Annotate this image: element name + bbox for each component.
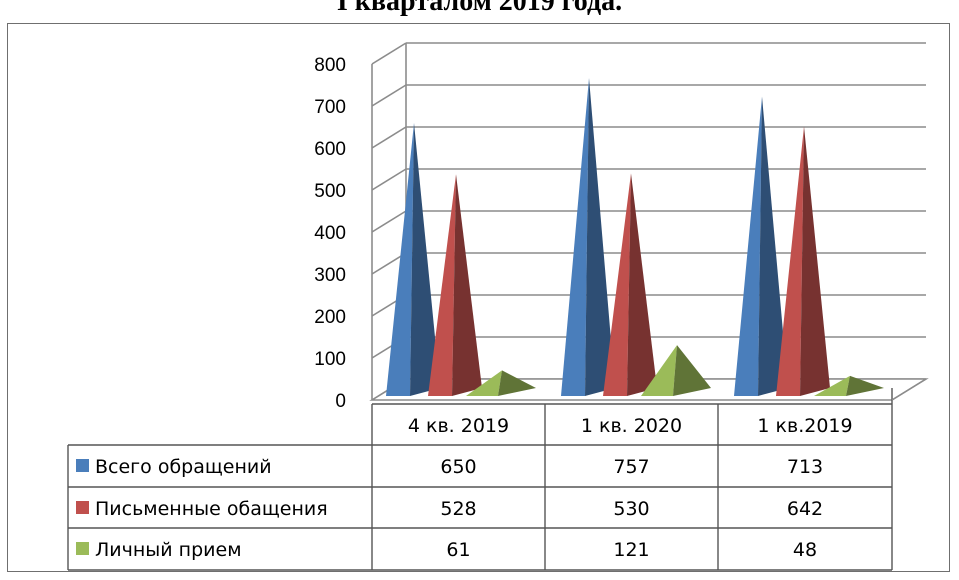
data-value-cell: 650: [440, 456, 476, 478]
data-value-cell: 48: [793, 539, 817, 561]
y-tick-label: 300: [314, 265, 346, 286]
category-label: 1 кв.2019: [757, 415, 852, 437]
data-value-cell: 530: [613, 498, 649, 520]
data-value-cell: 642: [787, 498, 823, 520]
data-value-cell: 61: [446, 539, 470, 561]
pyramid-bar: [561, 78, 589, 396]
y-tick-label: 800: [314, 55, 346, 76]
pyramid-bar: [776, 126, 804, 397]
y-tick-label: 0: [335, 391, 346, 412]
pyramid-bar-side: [800, 126, 830, 397]
pyramid-bar-side: [627, 173, 657, 396]
y-tick-label: 400: [314, 223, 346, 244]
pyramid-bar: [641, 345, 677, 396]
legend-swatch: [76, 542, 89, 555]
legend-series-name: Личный прием: [95, 539, 242, 561]
legend-series-name: Всего обращений: [95, 456, 272, 478]
y-tick-label: 700: [314, 97, 346, 118]
y-tick-label: 100: [314, 349, 346, 370]
data-value-cell: 528: [440, 498, 476, 520]
floor-edge: [891, 378, 927, 401]
gridline-side: [371, 210, 407, 233]
pyramid-bar-side: [758, 96, 788, 396]
gridline-side: [371, 84, 407, 107]
gridline-side: [371, 42, 407, 65]
category-label: 4 кв. 2019: [408, 415, 509, 437]
pyramid-bar: [603, 173, 631, 396]
pyramid-bar: [428, 174, 456, 396]
pyramid-bar-side: [673, 345, 711, 396]
gridline-side: [371, 126, 407, 149]
y-tick-label: 600: [314, 139, 346, 160]
data-value-cell: 757: [613, 456, 649, 478]
legend-series-name: Письменные обащения: [95, 498, 328, 520]
data-value-cell: 121: [613, 539, 649, 561]
pyramid-bar: [734, 96, 762, 396]
y-tick-label: 200: [314, 307, 346, 328]
pyramid-bar-side: [410, 123, 440, 396]
pyramid-bar-side: [498, 370, 536, 396]
pyramid-bar-side: [846, 375, 884, 396]
pyramid-bar-side: [585, 78, 615, 396]
page-title: I кварталом 2019 года.: [336, 0, 623, 17]
pyramid-bar: [814, 375, 850, 396]
category-label: 1 кв. 2020: [581, 415, 682, 437]
gridline-side: [371, 168, 407, 191]
pyramid-bar: [386, 123, 414, 396]
legend-swatch: [76, 459, 89, 472]
legend-swatch: [76, 501, 89, 514]
y-tick-label: 500: [314, 181, 346, 202]
pyramid-bar: [466, 370, 502, 396]
pyramid-bar-side: [452, 174, 482, 396]
data-value-cell: 713: [787, 456, 823, 478]
